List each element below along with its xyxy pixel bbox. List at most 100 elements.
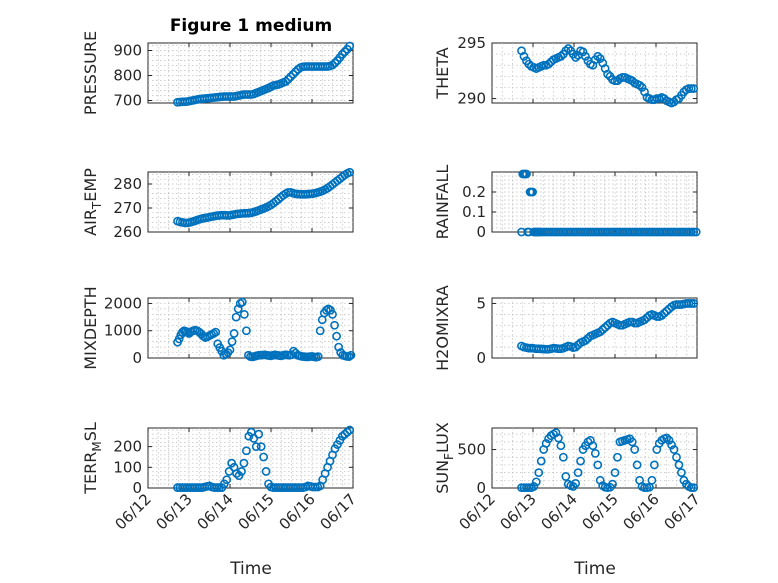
data-point — [522, 169, 531, 179]
data-point — [632, 460, 642, 470]
data-point — [232, 469, 241, 478]
data-point — [674, 460, 684, 470]
data-point — [541, 438, 551, 448]
data-point — [554, 433, 563, 443]
data-point — [519, 51, 529, 61]
data-point — [603, 69, 613, 79]
x-axis-label-right: Time — [573, 559, 616, 579]
y-label-suffix: SL — [81, 422, 100, 441]
data-point — [571, 342, 581, 352]
data-point — [211, 327, 221, 337]
data-point — [558, 452, 568, 462]
y-tick-label: 270 — [113, 199, 142, 217]
y-label-main: THETA — [433, 47, 452, 99]
data-point — [664, 435, 674, 445]
data-point — [345, 167, 355, 177]
y-tick-label: 700 — [113, 92, 142, 110]
data-point — [657, 311, 667, 320]
plot-area-rainfall — [491, 171, 698, 233]
y-axis-label-pressure: PRESSURE — [81, 31, 100, 115]
y-label-subscript: F — [442, 453, 456, 460]
data-point — [237, 467, 246, 476]
data-point — [330, 58, 340, 68]
y-tick-label: 2000 — [104, 294, 142, 312]
data-point — [573, 468, 583, 478]
x-tick-label: 06/16 — [276, 490, 319, 533]
data-point — [659, 308, 669, 318]
y-tick-label: 0 — [132, 349, 142, 367]
y-axis-label-terr_msl: TERRMSL — [81, 422, 104, 495]
plot-area-h2omixra — [491, 297, 698, 359]
subplot-sun_flux: 050006/1206/1306/1406/1506/1606/17SUNFLU… — [433, 422, 704, 533]
data-point — [281, 77, 291, 86]
subplots: 700 800 900 PRESSURE 290 295 THETA 260 270 280 AIR… — [81, 31, 704, 533]
data-point — [328, 60, 337, 70]
data-point — [241, 446, 251, 456]
data-point — [672, 452, 681, 462]
y-label-main: SUN — [433, 460, 452, 494]
y-tick-label: 0.2 — [462, 183, 486, 201]
data-point — [334, 342, 344, 352]
data-point — [340, 47, 350, 57]
data-point — [288, 69, 298, 79]
data-point — [578, 47, 588, 57]
data-point — [328, 309, 337, 319]
y-tick-label: 295 — [457, 34, 486, 52]
x-axis-label-left: Time — [229, 559, 272, 579]
data-point — [531, 477, 541, 487]
data-point — [536, 456, 546, 466]
data-point — [635, 80, 644, 90]
data-point — [613, 452, 622, 462]
data-point — [237, 297, 247, 307]
data-point — [332, 331, 341, 341]
data-point — [174, 334, 184, 344]
data-point — [544, 59, 553, 69]
y-tick-label: 200 — [113, 438, 142, 456]
y-axis-label-sun_flux: SUNFLUX — [433, 422, 456, 494]
data-point — [576, 456, 585, 466]
y-axis-label-air_temp: AIRTEMP — [81, 168, 104, 236]
data-point — [640, 315, 649, 325]
y-tick-label: 1000 — [104, 322, 142, 340]
data-point — [313, 352, 323, 362]
data-point — [581, 336, 590, 345]
data-point — [345, 41, 355, 51]
y-tick-label: 0 — [132, 479, 142, 497]
data-point — [222, 475, 232, 485]
data-point — [571, 478, 581, 488]
data-point — [571, 53, 581, 62]
y-tick-label: 0.1 — [462, 203, 486, 221]
y-label-main: AIR — [81, 209, 100, 236]
x-tick-label: 06/15 — [235, 490, 278, 533]
subplot-rainfall: 0 0.1 0.2 RAINFALL — [433, 165, 701, 241]
data-point — [561, 472, 571, 481]
y-tick-label: 0 — [476, 479, 486, 497]
data-point — [691, 227, 701, 237]
data-point — [227, 337, 237, 347]
data-point — [593, 51, 603, 61]
subplot-pressure: 700 800 900 PRESSURE — [81, 31, 355, 115]
x-tick-label: 06/17 — [317, 490, 360, 533]
x-tick-label: 06/16 — [620, 490, 663, 533]
y-axis-label-rainfall: RAINFALL — [433, 165, 452, 240]
data-point — [630, 445, 640, 454]
y-tick-label: 290 — [457, 90, 486, 108]
data-point — [528, 187, 537, 197]
data-point — [561, 46, 571, 56]
y-tick-label: 0 — [476, 223, 486, 241]
data-point — [254, 429, 264, 439]
data-point — [581, 51, 590, 61]
data-point — [556, 51, 566, 61]
data-point — [608, 479, 617, 489]
data-point — [563, 44, 573, 53]
data-point — [689, 299, 699, 308]
data-point — [229, 329, 239, 338]
data-point — [627, 437, 637, 447]
data-point — [598, 325, 608, 335]
y-tick-label: 500 — [457, 441, 486, 459]
x-tick-label: 06/17 — [661, 490, 704, 533]
data-point — [256, 442, 266, 452]
data-point — [346, 350, 356, 360]
data-point — [233, 304, 243, 314]
